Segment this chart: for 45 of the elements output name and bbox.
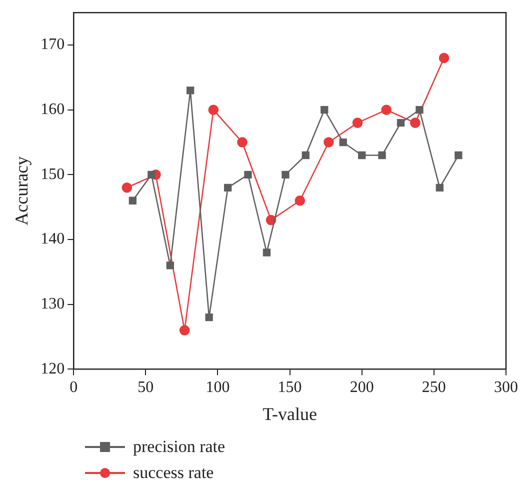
point: [262, 248, 271, 256]
x-tick-label: 250: [422, 379, 446, 396]
x-axis-title: T-value: [262, 404, 317, 424]
point: [282, 170, 290, 179]
y-tick-label: 140: [40, 230, 65, 248]
point: [186, 86, 194, 94]
legend-label: success rate: [133, 463, 214, 483]
point: [205, 314, 213, 322]
point: [224, 184, 232, 192]
y-tick-label: 160: [40, 101, 65, 118]
point: [166, 262, 174, 270]
point: [179, 325, 190, 336]
point: [320, 106, 328, 114]
x-tick-label: 50: [138, 379, 154, 396]
point: [324, 137, 334, 148]
y-tick-label: 170: [40, 36, 65, 54]
point: [381, 104, 392, 116]
y-axis-title: Accuracy: [12, 156, 32, 226]
point: [302, 151, 310, 160]
point: [438, 52, 450, 64]
point: [352, 118, 363, 128]
legend-label: precision rate: [133, 437, 226, 457]
x-tick-label: 0: [70, 379, 78, 396]
point: [237, 137, 248, 148]
point: [436, 184, 444, 192]
y-tick-label: 150: [40, 166, 65, 183]
point: [128, 196, 137, 204]
y-tick-label: 130: [40, 296, 65, 313]
y-tick-label: 120: [40, 360, 65, 378]
point: [244, 170, 252, 179]
point: [339, 138, 347, 146]
point: [410, 118, 420, 128]
point: [358, 151, 366, 160]
point: [294, 195, 306, 206]
point: [208, 104, 219, 116]
x-tick-label: 200: [350, 379, 374, 396]
point: [148, 170, 156, 179]
x-tick-label: 150: [278, 379, 302, 396]
point: [416, 106, 424, 114]
point: [454, 151, 462, 160]
x-tick-label: 300: [494, 379, 518, 396]
x-tick-label: 100: [206, 379, 230, 396]
point: [396, 118, 405, 127]
point: [378, 151, 386, 160]
point: [122, 182, 132, 193]
